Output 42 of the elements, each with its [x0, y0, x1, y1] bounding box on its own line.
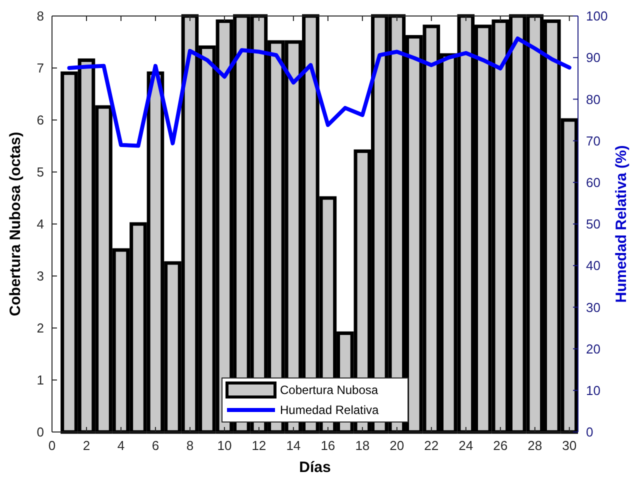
- y2-tick-label: 0: [586, 424, 594, 440]
- x-tick-label: 8: [186, 438, 194, 453]
- x-tick-label: 2: [82, 438, 90, 453]
- y-tick-label: 4: [36, 216, 44, 232]
- x-tick-label: 10: [217, 438, 232, 453]
- x-tick-label: 14: [286, 438, 301, 453]
- y-tick-label: 0: [36, 424, 44, 440]
- y-tick-label: 6: [36, 112, 44, 128]
- y2-tick-label: 10: [586, 382, 600, 398]
- y2-tick-label: 50: [586, 216, 600, 232]
- x-tick-label: 26: [493, 438, 508, 453]
- line-series: [67, 36, 572, 148]
- y2-tick-label: 60: [586, 174, 600, 190]
- x-tick-label: 0: [48, 438, 56, 453]
- y-tick-label: 8: [36, 8, 44, 24]
- x-tick-label: 12: [252, 438, 266, 453]
- x-tick-label: 30: [562, 438, 577, 453]
- y2-tick-label: 70: [586, 133, 600, 148]
- x-tick-label: 16: [320, 438, 336, 453]
- y2-tick-label: 20: [586, 341, 600, 356]
- y2-axis-title: Humedad Relativa (%): [613, 145, 630, 303]
- y-tick-label: 5: [36, 164, 44, 180]
- x-tick-label: 20: [390, 438, 404, 453]
- y2-tick-label: 80: [586, 92, 600, 107]
- y2-tick-label: 40: [586, 258, 600, 274]
- x-tick-label: 24: [458, 438, 474, 453]
- y2-tick-label: 90: [586, 50, 600, 66]
- x-tick-label: 6: [152, 438, 160, 453]
- y2-tick-label: 30: [586, 300, 600, 315]
- x-tick-label: 22: [424, 438, 439, 453]
- y-tick-label: 1: [36, 372, 44, 388]
- y-tick-label: 3: [36, 268, 44, 284]
- x-tick-label: 28: [528, 438, 542, 453]
- x-tick-label: 18: [355, 438, 370, 453]
- y-tick-label: 2: [36, 320, 44, 336]
- x-axis-title: Días: [299, 459, 331, 476]
- legend-label: Humedad Relativa: [280, 403, 380, 418]
- y2-tick-label: 100: [586, 8, 608, 24]
- legend-label: Cobertura Nubosa: [280, 383, 378, 398]
- y-axis-title: Cobertura Nubosa (octas): [7, 132, 24, 316]
- x-tick-label: 4: [117, 438, 125, 453]
- y-tick-label: 7: [36, 60, 44, 76]
